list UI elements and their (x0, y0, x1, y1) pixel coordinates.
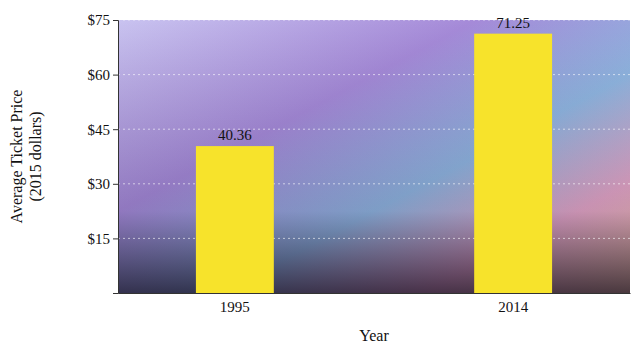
y-tick-label: $30 (88, 176, 111, 192)
data-label: 40.36 (218, 127, 252, 143)
data-labels: 40.36 71.25 (218, 15, 530, 143)
x-axis: 1995 2014 (119, 293, 631, 315)
bar (196, 146, 274, 293)
y-tick-label: $60 (88, 67, 111, 83)
y-axis-title-line: Average Ticket Price (8, 90, 26, 224)
grid-line (118, 183, 630, 184)
y-tick-label: $45 (88, 122, 111, 138)
y-tick: $15 (88, 231, 119, 247)
y-tick-mark (113, 20, 118, 21)
x-axis-title: Year (359, 327, 389, 344)
y-tick: $45 (88, 122, 119, 138)
y-tick-mark (113, 129, 118, 130)
x-tick-label: 1995 (220, 299, 250, 315)
y-tick-mark (113, 184, 118, 185)
y-tick-mark (113, 75, 118, 76)
x-axis-line (119, 293, 631, 294)
y-tick-label: $75 (88, 12, 111, 28)
y-tick: $60 (88, 67, 119, 83)
y-tick: $30 (88, 176, 119, 192)
grid-line (118, 20, 630, 21)
y-tick: $75 (88, 12, 119, 28)
plot-background-shade (118, 20, 630, 293)
x-tick: 1995 (220, 293, 250, 315)
plot-background (118, 20, 630, 293)
y-axis-title: Average Ticket Price(2015 dollars) (8, 90, 45, 224)
plot: 40.36 71.25 $15 $30 $45 $60 $75 1995 2014 (88, 12, 631, 314)
y-tick-label: $15 (88, 231, 111, 247)
x-tick: 2014 (498, 293, 529, 315)
grid-line (118, 74, 630, 75)
y-tick-mark (113, 238, 118, 239)
y-axis-line (113, 21, 119, 294)
x-tick-label: 2014 (498, 299, 529, 315)
grid (118, 20, 630, 238)
y-axis: $15 $30 $45 $60 $75 (88, 12, 119, 293)
data-label: 71.25 (496, 15, 530, 31)
grid-line (118, 238, 630, 239)
chart: 40.36 71.25 $15 $30 $45 $60 $75 1995 2014 Year Ave… (0, 0, 638, 351)
y-axis-title-line: (2015 dollars) (27, 111, 45, 201)
grid-line (118, 129, 630, 130)
bars (196, 34, 552, 293)
bar (474, 34, 552, 293)
